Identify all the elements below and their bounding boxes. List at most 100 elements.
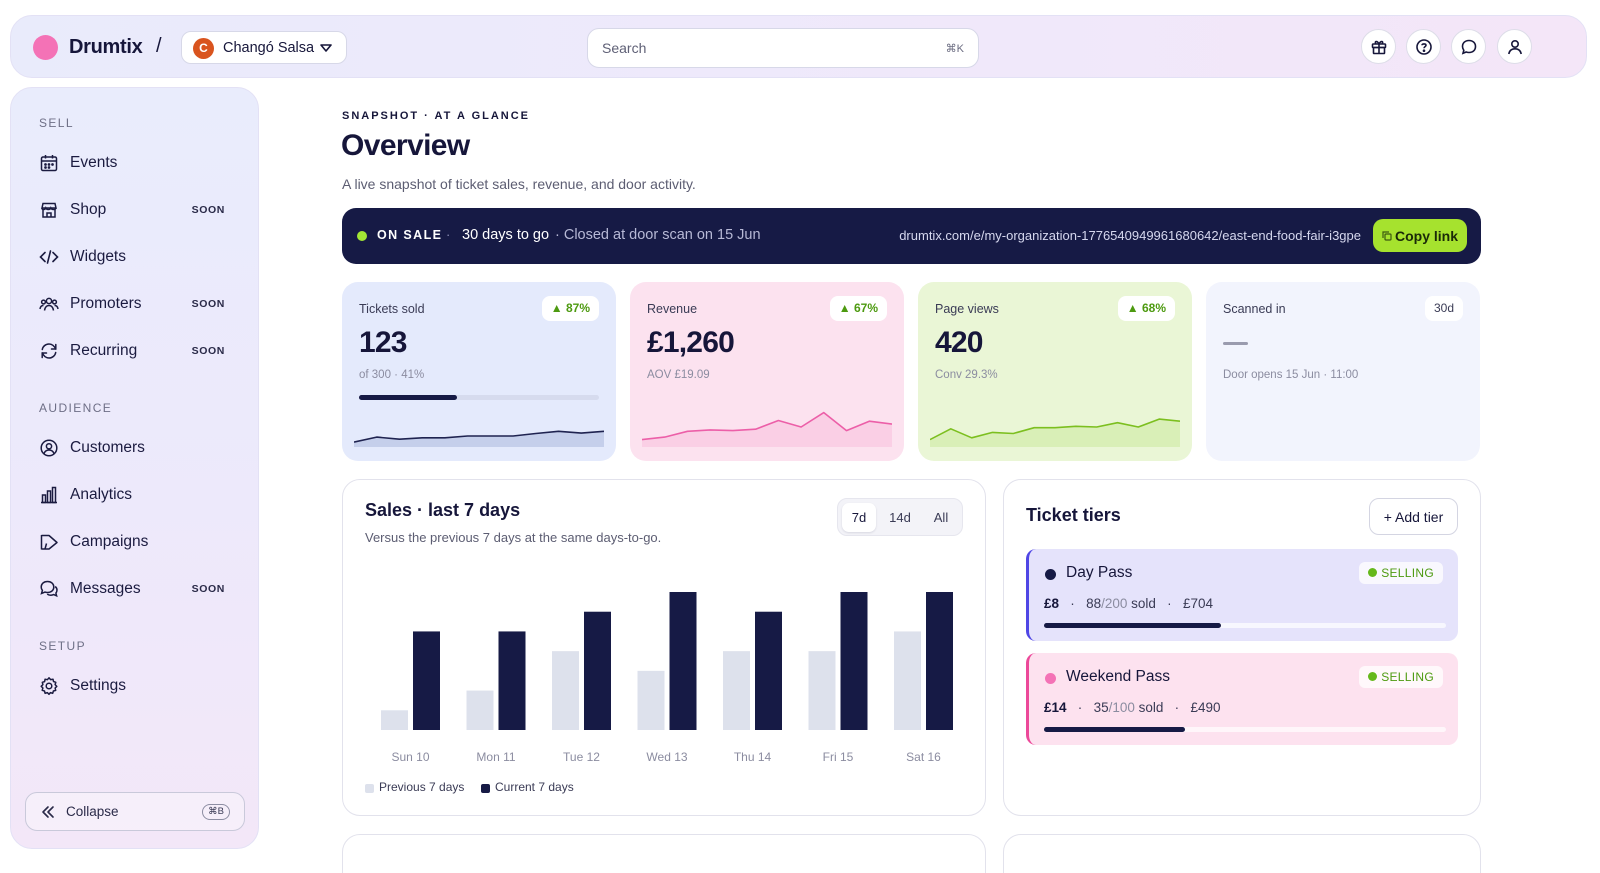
page-subtitle: A live snapshot of ticket sales, revenue… [342,176,696,192]
bar-current [498,631,526,730]
org-name: Changó Salsa [223,40,315,56]
closing-note: · Closed at door scan on 15 Jun [555,227,761,243]
sidebar-item-recurring[interactable]: Recurring SOON [39,336,239,366]
soon-badge: SOON [191,345,225,357]
x-tick-label: Mon 11 [476,750,515,764]
bar-current [755,611,782,730]
people-icon [39,297,59,311]
gear-icon [40,677,58,696]
tier-day-pass[interactable]: Day Pass SELLING £8 · 88/200 sold · £704 [1026,549,1458,641]
brand-logo [33,35,58,60]
sidebar-item-widgets[interactable]: Widgets [39,242,239,272]
tier-capacity: /100 [1108,700,1135,715]
tier-color-dot [1045,569,1056,580]
tier-sold-label: sold [1131,596,1156,611]
bar-previous [894,631,921,730]
kpi-trend-badge: ▲ 87% [541,296,599,321]
sidebar: SELL Events Shop SOON Widgets Promoters … [10,87,259,849]
sales-subtitle: Versus the previous 7 days at the same d… [365,530,662,545]
breadcrumb-separator: / [156,35,162,57]
user-icon[interactable] [1497,29,1532,64]
sidebar-item-label: Events [70,154,118,171]
chat-icon[interactable] [1451,29,1486,64]
sidebar-item-label: Campaigns [70,533,149,550]
sidebar-item-messages[interactable]: Messages SOON [39,574,239,604]
sparkline-line [354,430,604,443]
bar-current [413,631,440,730]
kpi-scanned-in[interactable]: Scanned in 30d Door opens 15 Jun · 11:00 [1206,282,1480,461]
sidebar-item-events[interactable]: Events [39,148,239,178]
event-url[interactable]: drumtix.com/e/my-organization-1776540949… [899,228,1361,243]
kpi-page-views[interactable]: Page views ▲ 68% 420 Conv 29.3% [918,282,1192,461]
kpi-tickets-sold[interactable]: Tickets sold ▲ 87% 123 of 300 · 41% [342,282,616,461]
search-input[interactable]: Search ⌘K [587,28,979,68]
x-tick-label: Tue 12 [563,750,600,764]
range-14d[interactable]: 14d [889,510,911,525]
tier-revenue: £704 [1182,596,1213,611]
bar-current [669,592,697,730]
kpi-empty-value [1223,342,1248,345]
ticket-tiers-card: Ticket tiers + Add tier Day Pass SELLING… [1003,479,1481,816]
tier-weekend-pass[interactable]: Weekend Pass SELLING £14 · 35/100 sold ·… [1026,653,1458,745]
copy-link-button[interactable]: Copy link [1373,219,1467,252]
top-bar: Drumtix / C Changó Salsa Search ⌘K [10,15,1587,78]
tier-name: Weekend Pass [1066,668,1170,685]
calendar-icon [40,155,58,172]
range-all[interactable]: All [933,510,949,525]
bar-current [840,592,868,730]
kpi-label: Page views [935,302,999,316]
sidebar-item-settings[interactable]: Settings [39,671,239,701]
x-tick-label: Sun 10 [391,750,429,764]
bar-previous [552,651,579,730]
kpi-progress-bar [359,395,599,400]
tier-progress-fill [1044,623,1221,628]
repeat-icon [41,343,57,359]
bar-previous [808,651,836,730]
sales-bar-chart: Sun 10 Mon 11 Tue 12 Wed 13 Thu 14 Fri 15 Sat … [381,592,953,764]
copy-link-label: Copy link [1394,227,1458,244]
kpi-sub: Conv 29.3% [935,369,998,381]
sidebar-item-campaigns[interactable]: Campaigns [39,527,239,557]
help-icon[interactable] [1406,29,1441,64]
status-label: ON SALE [377,228,443,242]
org-switcher[interactable]: C Changó Salsa [181,31,347,64]
tier-sold: 88 [1086,596,1102,611]
sidebar-item-analytics[interactable]: Analytics [39,480,239,510]
copy-icon [1382,230,1392,241]
code-icon [39,250,59,264]
messages-icon [40,580,58,598]
tier-status-badge: SELLING [1359,562,1443,584]
kpi-label: Scanned in [1223,302,1286,316]
add-tier-button[interactable]: + Add tier [1369,498,1458,535]
collapse-button[interactable]: Collapse ⌘B [25,792,245,831]
collapse-shortcut: ⌘B [202,804,230,820]
tier-name: Day Pass [1066,564,1133,581]
kpi-revenue[interactable]: Revenue ▲ 67% £1,260 AOV £19.09 [630,282,904,461]
brand-name[interactable]: Drumtix [69,36,143,58]
sidebar-item-customers[interactable]: Customers [39,433,239,463]
sidebar-section-sell: SELL [39,116,74,130]
kpi-sparkline [354,430,604,447]
lower-card-right [1003,834,1481,873]
kpi-value: 123 [359,326,407,359]
bar-previous [637,670,665,730]
store-icon [41,202,57,218]
tier-meta: £14 · 35/100 sold · £490 [1044,700,1220,715]
soon-badge: SOON [191,204,225,216]
sidebar-item-label: Shop [70,201,107,218]
sidebar-item-label: Recurring [70,342,138,359]
sidebar-item-label: Promoters [70,295,142,312]
tiers-title: Ticket tiers [1026,505,1121,525]
sidebar-item-label: Customers [70,439,145,456]
sidebar-item-promoters[interactable]: Promoters SOON [39,289,239,319]
range-7d[interactable]: 7d [842,503,876,532]
legend-swatch [481,784,490,793]
kpi-sparkline [930,418,1180,447]
collapse-label: Collapse [66,804,119,819]
x-tick-label: Sat 16 [906,750,941,764]
kpi-value: 420 [935,326,983,359]
kpi-period-badge: 30d [1424,296,1463,321]
gift-icon[interactable] [1361,29,1396,64]
sidebar-item-shop[interactable]: Shop SOON [39,195,239,225]
bar-chart-icon [41,486,57,504]
